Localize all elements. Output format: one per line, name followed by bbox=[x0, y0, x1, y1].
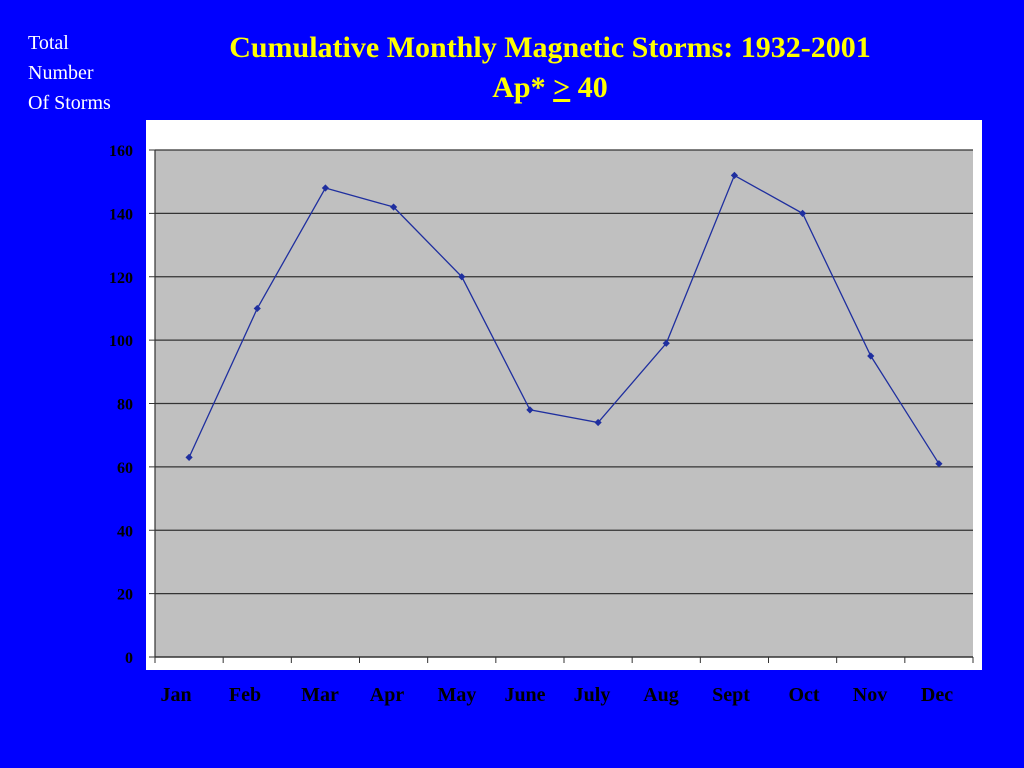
data-point-june bbox=[526, 406, 534, 414]
y-tick-label: 140 bbox=[109, 206, 133, 223]
x-tick-label-july: July bbox=[574, 684, 611, 706]
x-axis-tick-labels: Jan Feb Mar Apr May June July Aug Sept Oct Nov Dec bbox=[160, 684, 953, 706]
data-point-mar bbox=[321, 184, 330, 192]
x-tick-label-oct: Oct bbox=[788, 684, 819, 706]
data-point-jan bbox=[185, 453, 193, 461]
y-tick-label: 60 bbox=[117, 460, 133, 477]
data-point-nov bbox=[867, 352, 875, 360]
x-tick-label-sept: Sept bbox=[712, 684, 750, 706]
y-tick-label: 80 bbox=[117, 397, 133, 414]
y-axis-label: Total Number Of Storms bbox=[28, 28, 111, 118]
data-point-may bbox=[458, 273, 466, 281]
data-point-aug bbox=[662, 339, 670, 347]
subtitle-value: 40 bbox=[577, 71, 608, 104]
x-tick-label-mar: Mar bbox=[301, 684, 339, 706]
x-axis-ticks bbox=[154, 657, 974, 663]
data-point-oct bbox=[798, 209, 807, 217]
data-point-dec bbox=[935, 460, 943, 468]
y-tick-label: 100 bbox=[109, 333, 133, 350]
data-point-feb bbox=[253, 304, 261, 313]
data-point-sept bbox=[730, 171, 739, 179]
subtitle-operator: > bbox=[553, 71, 571, 104]
y-tick-label: 120 bbox=[109, 270, 133, 287]
x-tick-label-may: May bbox=[438, 684, 477, 706]
data-points bbox=[185, 171, 943, 468]
y-tick-label: 40 bbox=[117, 523, 133, 540]
x-tick-label-jan: Jan bbox=[160, 684, 191, 706]
x-tick-label-june: June bbox=[504, 684, 545, 706]
y-tick-label: 0 bbox=[125, 650, 133, 667]
y-axis-tick-labels: 0 20 40 60 80 100 120 140 160 bbox=[109, 143, 133, 667]
data-point-apr bbox=[389, 203, 398, 211]
chart-title-line-2: Ap* > 40 bbox=[150, 68, 950, 108]
y-axis-label-line-1: Total bbox=[28, 32, 69, 54]
subtitle-prefix: Ap* bbox=[492, 71, 546, 104]
data-point-july bbox=[594, 418, 602, 427]
y-tick-label: 160 bbox=[109, 143, 133, 160]
y-axis-label-line-3: Of Storms bbox=[28, 92, 111, 114]
x-tick-label-aug: Aug bbox=[643, 684, 679, 706]
y-axis-label-line-2: Number bbox=[28, 62, 94, 84]
series-line bbox=[188, 174, 940, 465]
x-tick-label-apr: Apr bbox=[370, 684, 405, 706]
chart-title-line-1: Cumulative Monthly Magnetic Storms: 1932… bbox=[229, 31, 871, 64]
chart-title: Cumulative Monthly Magnetic Storms: 1932… bbox=[150, 28, 950, 108]
x-tick-label-feb: Feb bbox=[229, 684, 261, 706]
y-tick-label: 20 bbox=[117, 587, 133, 604]
x-tick-label-nov: Nov bbox=[853, 684, 887, 706]
x-tick-label-dec: Dec bbox=[921, 684, 953, 706]
